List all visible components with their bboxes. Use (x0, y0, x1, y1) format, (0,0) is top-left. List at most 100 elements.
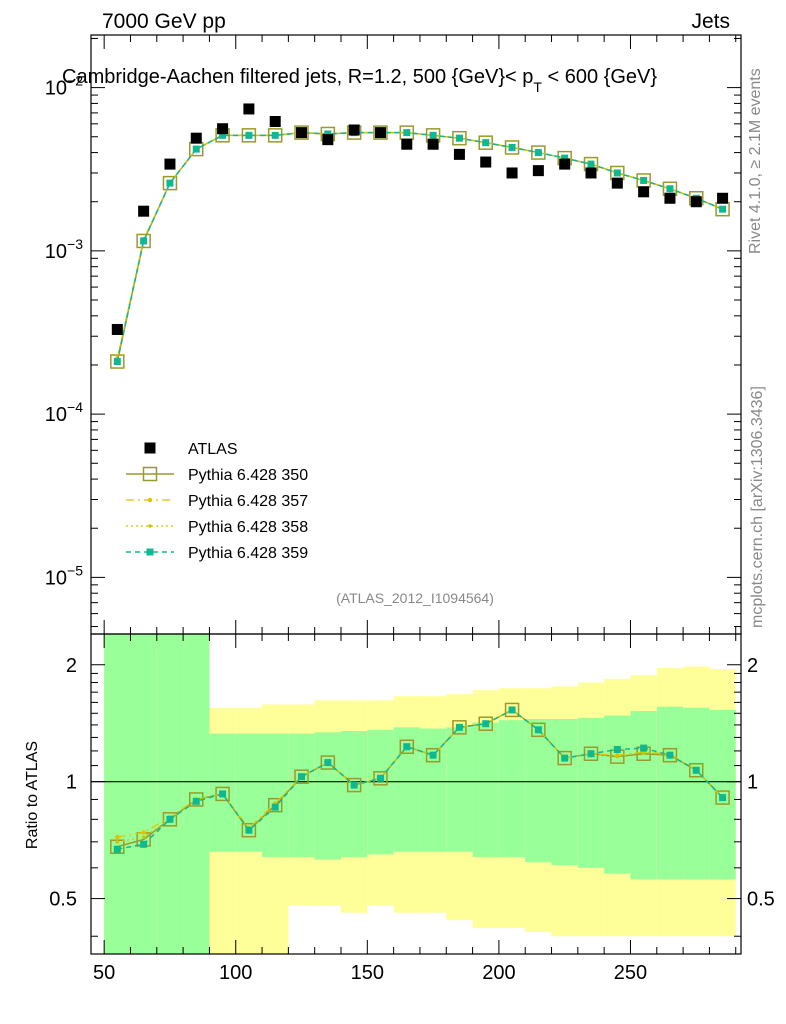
main-point (110, 354, 125, 369)
band-inner-bin (577, 717, 605, 868)
atlas-point (164, 158, 176, 170)
main-point (666, 185, 674, 193)
legend-label: Pythia 6.428 358 (188, 519, 308, 536)
ratio-ytick-label-right: 0.5 (747, 889, 775, 911)
band-inner-bin (156, 634, 184, 954)
ratio-point (455, 723, 463, 731)
atlas-point (217, 123, 229, 135)
ratio-point (557, 750, 572, 766)
title-main: Cambridge-Aachen filtered jets, R=1.2, 5… (62, 66, 533, 88)
ratio-point (141, 830, 146, 835)
ytick-base: 10 (45, 78, 67, 100)
legend-label: Pythia 6.428 357 (188, 493, 308, 510)
ratio-point (425, 747, 441, 763)
ratio-point (373, 771, 388, 786)
main-point (245, 131, 253, 139)
atlas-point (401, 138, 413, 150)
plot-title: Cambridge-Aachen filtered jets, R=1.2, 5… (62, 66, 657, 95)
ratio-ytick-label-right: 2 (747, 655, 758, 677)
ratio-point (399, 739, 415, 755)
ratio-point (320, 755, 336, 770)
main-point (640, 176, 648, 184)
ratio-point (140, 840, 148, 848)
ratio-point (452, 720, 467, 735)
band-inner-bin (446, 727, 473, 852)
band-inner-bin (367, 729, 394, 855)
atlas-point (611, 177, 623, 189)
xtick-label: 50 (93, 962, 115, 984)
process-label: Jets (691, 10, 730, 33)
main-ytick-label: 10−2 (45, 73, 83, 100)
band-inner-bin (498, 720, 526, 857)
ratio-point (298, 773, 306, 781)
legend-label: ATLAS (188, 441, 238, 458)
band-inner-bin (525, 718, 552, 863)
ratio-point (504, 702, 520, 718)
main-point (113, 358, 121, 366)
ratio-point (662, 747, 678, 763)
main-point (429, 131, 437, 139)
atlas-point (559, 158, 571, 170)
ratio-point (241, 822, 257, 838)
main-point (531, 145, 546, 160)
main-line-3 (116, 132, 723, 359)
ratio-point (429, 751, 437, 759)
legend-marker-atlas (144, 442, 156, 454)
ratio-point (615, 754, 620, 759)
xtick-label: 100 (219, 962, 252, 984)
ratio-point (166, 815, 174, 823)
atlas-point (111, 323, 123, 335)
main-point (504, 140, 520, 155)
atlas-point (638, 186, 650, 198)
band-inner-bin (656, 706, 684, 880)
main-point (166, 179, 174, 187)
band-inner-bin (341, 731, 368, 857)
band-inner-bin (288, 733, 315, 857)
atlas-point (453, 148, 465, 160)
ytick-base: 10 (45, 404, 67, 426)
ratio-ytick-label: 0.5 (49, 889, 77, 911)
legend: ATLAS Pythia 6.428 350 Pythia 6.428 357 Pyt… (126, 441, 308, 562)
atlas-point (690, 196, 702, 208)
ratio-point (534, 726, 542, 734)
atlas-point (717, 192, 729, 204)
band-inner-bin (472, 722, 499, 857)
ratio-point (245, 826, 253, 834)
main-point (140, 237, 148, 245)
band-inner-bin (604, 715, 631, 874)
ratio-point (350, 781, 358, 789)
main-ytick-label: 10−3 (45, 236, 83, 263)
atlas-point (269, 115, 281, 127)
xtick-label: 250 (614, 962, 647, 984)
band-inner-bin (130, 634, 157, 954)
band-inner-bin (314, 732, 341, 860)
ratio-point (294, 769, 309, 784)
main-point (613, 169, 621, 177)
ytick-base: 10 (45, 567, 67, 589)
legend-marker (142, 466, 158, 482)
ratio-line-3 (117, 709, 724, 850)
ratio-ytick-label: 1 (66, 772, 77, 794)
legend-label: Pythia 6.428 359 (188, 545, 308, 562)
xtick-label: 200 (482, 962, 515, 984)
title-sub: T (533, 79, 542, 95)
ratio-point (346, 777, 362, 793)
ratio-point (141, 835, 146, 839)
ratio-point (324, 759, 332, 767)
ratio-point (640, 744, 648, 752)
main-point (455, 134, 463, 142)
ratio-ytick-label-right: 1 (747, 772, 758, 794)
atlas-point (138, 205, 150, 217)
atlas-point (296, 127, 308, 139)
band-inner-bin (419, 728, 447, 852)
energy-label: 7000 GeV pp (102, 10, 226, 33)
ratio-point (267, 797, 283, 813)
main-line-4 (116, 131, 723, 362)
atlas-point (243, 103, 255, 115)
band-inner-bin (683, 707, 710, 880)
main-point (192, 145, 200, 153)
ratio-point (192, 797, 200, 805)
legend-marker (147, 497, 153, 503)
ratio-point (113, 845, 121, 853)
